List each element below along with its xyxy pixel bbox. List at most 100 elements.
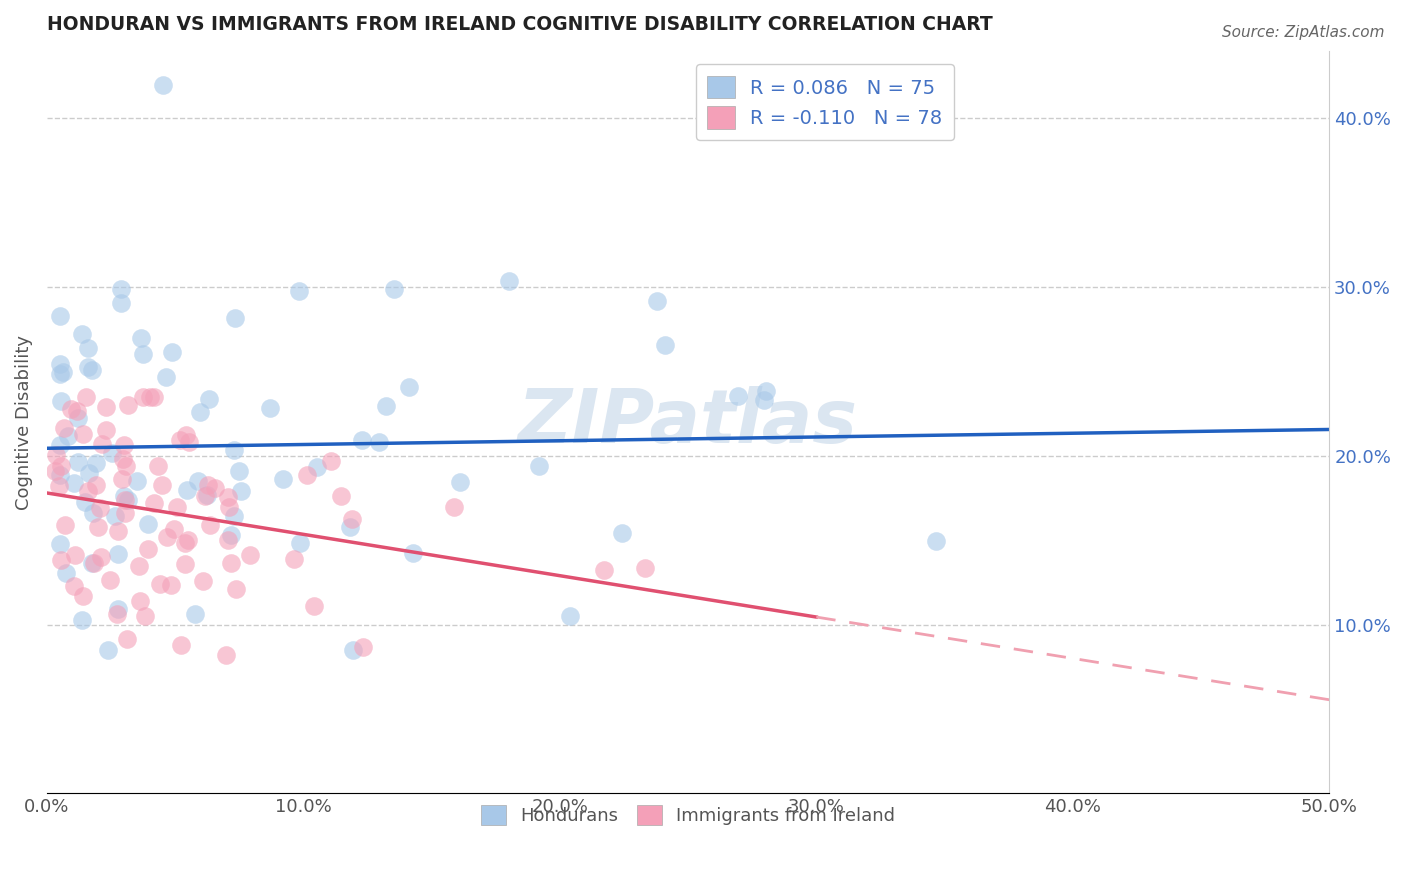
Point <box>136 517 159 532</box>
Point <box>163 522 186 536</box>
Point <box>177 435 200 450</box>
Point <box>94 400 117 414</box>
Point <box>77 360 100 375</box>
Point <box>136 542 159 557</box>
Point <box>925 534 948 549</box>
Point <box>197 488 219 502</box>
Point <box>752 392 775 407</box>
Point <box>84 478 107 492</box>
Point <box>67 410 90 425</box>
Text: HONDURAN VS IMMIGRANTS FROM IRELAND COGNITIVE DISABILITY CORRELATION CHART: HONDURAN VS IMMIGRANTS FROM IRELAND COGN… <box>46 15 993 34</box>
Point <box>112 489 135 503</box>
Point <box>134 609 156 624</box>
Point <box>117 493 139 508</box>
Point <box>52 365 75 379</box>
Point <box>49 553 72 567</box>
Point <box>218 500 240 514</box>
Point <box>342 643 364 657</box>
Point <box>224 311 246 326</box>
Point <box>103 509 125 524</box>
Point <box>98 573 121 587</box>
Point <box>283 551 305 566</box>
Point <box>44 464 66 478</box>
Point <box>87 520 110 534</box>
Point <box>186 474 208 488</box>
Y-axis label: Cognitive Disability: Cognitive Disability <box>15 334 32 509</box>
Point <box>132 347 155 361</box>
Point <box>176 483 198 498</box>
Point <box>204 481 226 495</box>
Point <box>89 500 111 515</box>
Point <box>66 455 89 469</box>
Point <box>402 546 425 560</box>
Point <box>612 526 634 541</box>
Point <box>70 613 93 627</box>
Point <box>149 577 172 591</box>
Point <box>727 389 749 403</box>
Point <box>90 437 112 451</box>
Point <box>45 448 67 462</box>
Point <box>129 593 152 607</box>
Point <box>139 390 162 404</box>
Point <box>197 478 219 492</box>
Point <box>65 548 87 562</box>
Point <box>654 338 676 352</box>
Point <box>198 392 221 407</box>
Point <box>319 453 342 467</box>
Point <box>111 452 134 467</box>
Point <box>101 446 124 460</box>
Point <box>307 459 329 474</box>
Point <box>49 393 72 408</box>
Point <box>198 518 221 533</box>
Point <box>129 331 152 345</box>
Point <box>174 558 197 572</box>
Point <box>114 438 136 452</box>
Point <box>215 648 238 662</box>
Point <box>127 474 149 488</box>
Text: Source: ZipAtlas.com: Source: ZipAtlas.com <box>1222 25 1385 40</box>
Point <box>48 479 70 493</box>
Point <box>273 473 295 487</box>
Text: ZIPatlas: ZIPatlas <box>517 385 858 458</box>
Point <box>755 384 778 398</box>
Point <box>72 427 94 442</box>
Point <box>142 496 165 510</box>
Point <box>56 429 79 443</box>
Point <box>160 344 183 359</box>
Point <box>62 476 84 491</box>
Point <box>132 390 155 404</box>
Point <box>169 433 191 447</box>
Point <box>152 78 174 92</box>
Point <box>66 404 89 418</box>
Point <box>449 475 471 490</box>
Point <box>82 362 104 376</box>
Point <box>194 490 217 504</box>
Point <box>107 524 129 539</box>
Point <box>634 561 657 575</box>
Point <box>142 390 165 404</box>
Point <box>443 500 465 514</box>
Point <box>259 401 281 416</box>
Point <box>558 608 581 623</box>
Point <box>48 537 70 551</box>
Point <box>155 370 177 384</box>
Point <box>82 506 104 520</box>
Point <box>217 533 239 547</box>
Point <box>115 632 138 646</box>
Point <box>398 380 420 394</box>
Point <box>110 282 132 296</box>
Point <box>53 518 76 533</box>
Point <box>48 357 70 371</box>
Point <box>174 427 197 442</box>
Point <box>188 405 211 419</box>
Point <box>239 549 262 563</box>
Point <box>368 434 391 449</box>
Point <box>146 458 169 473</box>
Point <box>225 582 247 596</box>
Point <box>382 282 405 296</box>
Point <box>84 456 107 470</box>
Point <box>219 527 242 541</box>
Point <box>107 547 129 561</box>
Point <box>48 368 70 382</box>
Point <box>90 550 112 565</box>
